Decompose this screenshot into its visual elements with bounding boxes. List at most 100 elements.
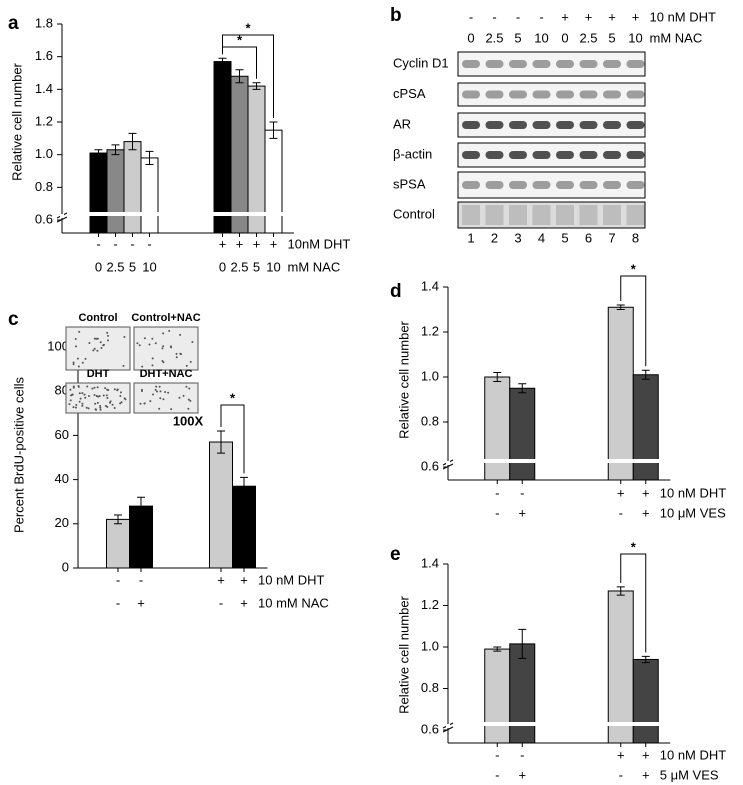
y-tick-label: 0.6	[421, 458, 439, 473]
cell-dot	[113, 388, 116, 391]
condition-mark: +	[617, 747, 625, 762]
cell-dot	[143, 402, 146, 405]
condition-name: 10 mM NAC	[258, 595, 329, 610]
cell-dot	[69, 388, 72, 391]
cell-dot	[78, 330, 81, 333]
cell-dot	[72, 406, 75, 409]
blot-band	[626, 151, 645, 159]
condition-name: mM NAC	[650, 30, 703, 45]
cell-dot	[92, 349, 95, 352]
blot-band	[462, 60, 480, 68]
blot-band	[603, 181, 621, 189]
bar	[607, 306, 634, 481]
cell-dot	[191, 341, 194, 344]
blot-band	[485, 121, 504, 129]
condition-name: 10 nM DHT	[258, 572, 325, 587]
error-bar	[518, 628, 527, 659]
lane-number: 8	[632, 230, 639, 245]
condition-mark: +	[642, 747, 650, 762]
cell-dot	[154, 342, 157, 345]
cell-dot	[167, 391, 170, 394]
blot-row-label: AR	[393, 116, 411, 131]
condition-name: 10nM DHT	[288, 236, 351, 251]
cell-dot	[179, 333, 182, 336]
cell-dot	[182, 394, 185, 397]
condition-mark: 2.5	[230, 259, 248, 274]
condition-mark: -	[520, 747, 524, 762]
blot-band	[556, 151, 574, 159]
cell-dot	[87, 407, 90, 410]
cell-dot	[105, 394, 108, 397]
cell-dot	[93, 386, 96, 389]
blot-lane	[626, 205, 645, 225]
condition-mark: -	[520, 485, 524, 500]
cell-dot	[189, 360, 192, 363]
axis-break-gap	[446, 724, 450, 728]
cell-dot	[162, 398, 165, 401]
cell-dot	[120, 401, 123, 404]
cell-dot	[97, 395, 100, 398]
blot-band	[509, 90, 527, 99]
error-bar	[218, 57, 227, 66]
blot-band	[556, 121, 574, 129]
y-tick-label: 0.6	[421, 721, 439, 736]
blot-band	[626, 121, 645, 129]
cell-dot	[76, 357, 79, 360]
cell-dot	[168, 329, 171, 332]
y-tick-label: 80	[55, 383, 69, 398]
condition-name: 10 nM DHT	[660, 747, 727, 762]
cell-dot	[123, 397, 126, 400]
error-bar	[137, 496, 145, 516]
cell-dot	[75, 345, 78, 348]
condition-mark: 10	[142, 259, 156, 274]
cell-dot	[99, 406, 102, 409]
cell-dot	[96, 401, 99, 404]
y-tick-label: 1.0	[421, 368, 439, 383]
condition-mark: 5	[608, 30, 615, 45]
y-tick-label: 100	[47, 338, 69, 353]
significance-star: *	[230, 390, 236, 405]
error-bar	[641, 369, 650, 380]
blot-band	[485, 90, 504, 99]
condition-mark: +	[240, 572, 248, 587]
blot-lane	[556, 205, 574, 225]
condition-mark: -	[619, 767, 623, 782]
error-bar	[111, 144, 120, 156]
condition-mark: 5	[514, 30, 521, 45]
bar	[607, 590, 634, 744]
y-tick-label: 1.2	[35, 113, 53, 128]
condition-mark: -	[495, 747, 499, 762]
blot-band	[556, 181, 574, 189]
cell-dot	[99, 341, 102, 344]
cell-dot	[93, 347, 96, 350]
cell-dot	[175, 352, 178, 355]
blot-strip	[457, 82, 646, 107]
condition-mark: +	[608, 9, 616, 24]
bar	[632, 374, 659, 481]
cell-dot	[151, 364, 154, 367]
blot-lane	[509, 205, 527, 225]
condition-mark: +	[219, 236, 227, 251]
bar	[232, 485, 256, 569]
blot-band	[532, 90, 551, 99]
cell-dot	[138, 344, 141, 347]
cell-dot	[106, 396, 109, 399]
error-bar	[493, 372, 502, 382]
error-bar	[94, 149, 103, 157]
blot-band	[532, 151, 551, 159]
cell-dot	[162, 345, 165, 348]
cell-dot	[164, 391, 167, 394]
condition-name: 10 nM DHT	[660, 485, 727, 500]
condition-mark: 2.5	[579, 30, 597, 45]
cell-dot	[159, 397, 162, 400]
blot-band	[485, 181, 504, 189]
bar	[247, 85, 266, 234]
error-bar	[641, 655, 650, 664]
error-bar	[493, 646, 502, 652]
y-tick-label: 0.6	[35, 211, 53, 226]
error-bar	[235, 69, 244, 84]
condition-mark: -	[619, 505, 623, 520]
lane-number: 4	[538, 230, 545, 245]
condition-mark: -	[116, 572, 120, 587]
cell-dot	[87, 395, 90, 398]
